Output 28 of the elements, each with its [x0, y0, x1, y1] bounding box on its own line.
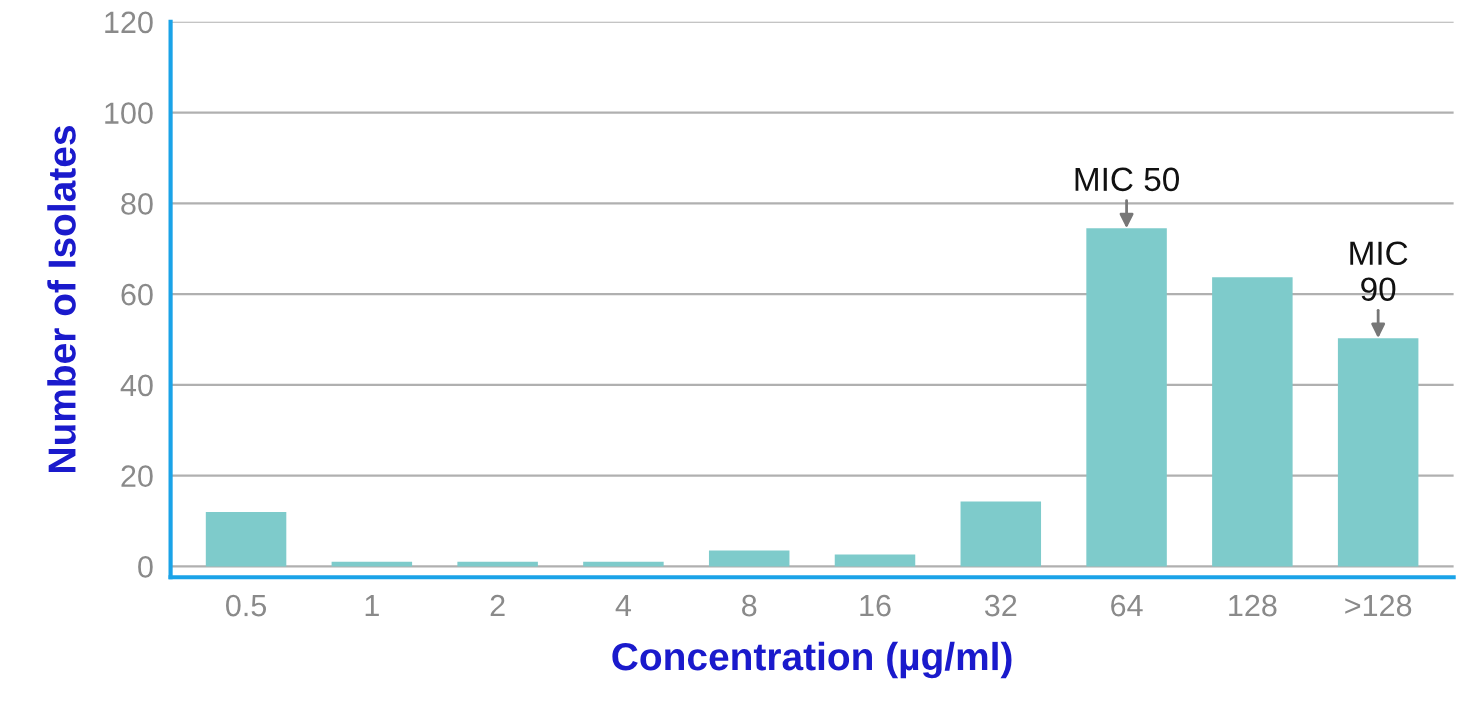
bar [1337, 338, 1419, 567]
x-tick-label: 1 [365, 595, 379, 617]
x-tick-label: 0.5 [226, 594, 267, 617]
bar [708, 550, 790, 567]
y-tick-label: 120 [105, 11, 153, 34]
x-tick-label: >128 [1345, 594, 1412, 617]
y-tick-label: 0 [138, 556, 153, 578]
x-tick-label: 8 [742, 594, 757, 617]
x-tick-label: 128 [1229, 594, 1277, 617]
y-tick-label: 20 [121, 465, 153, 487]
y-tick-label: 60 [121, 283, 153, 306]
annotation: MIC 90 [1350, 241, 1408, 301]
bar [205, 511, 287, 567]
x-tick-label: 2 [490, 594, 505, 617]
annotation: MIC 50 [1075, 167, 1179, 192]
x-axis-title: Concentration (µg/ml) [612, 641, 1012, 679]
bar [1212, 277, 1293, 567]
x-tick-label: 32 [984, 594, 1017, 617]
y-tick-label: 40 [120, 374, 153, 397]
y-tick-label: 80 [121, 193, 153, 215]
x-tick-label: 4 [615, 595, 632, 617]
bar [1086, 228, 1167, 567]
y-axis-title: Number of Isolates [47, 126, 76, 472]
bar [960, 501, 1042, 567]
x-tick-label: 64 [1111, 594, 1143, 617]
bar [834, 554, 916, 567]
x-tick-label: 16 [860, 594, 891, 617]
y-tick-label: 100 [105, 102, 153, 124]
